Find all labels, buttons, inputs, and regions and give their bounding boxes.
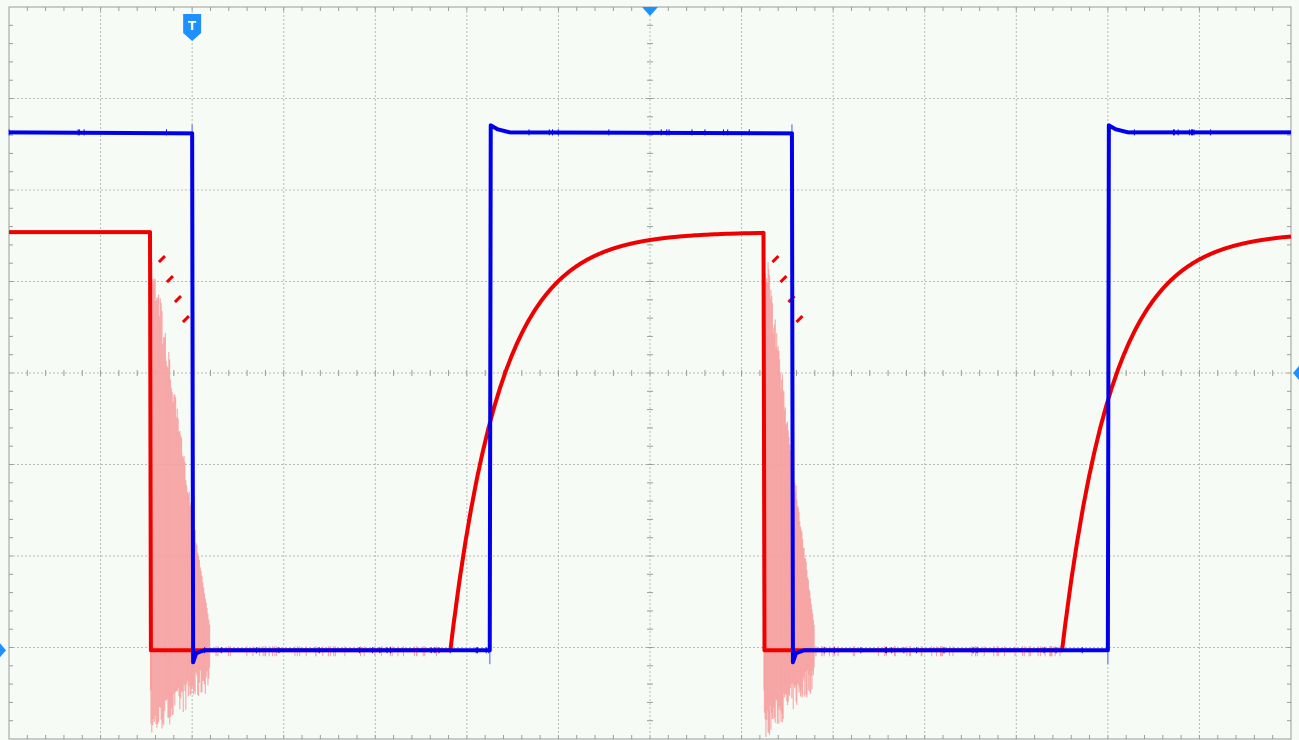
channel-2-spike <box>181 315 190 324</box>
channel-2-spike <box>795 315 804 324</box>
trigger-level-marker[interactable] <box>1293 366 1299 380</box>
channel-2-spike <box>165 275 174 284</box>
trigger-position-marker[interactable]: T <box>183 14 202 41</box>
channel-2-spike <box>157 255 166 264</box>
channel-2-spike <box>779 275 788 284</box>
horizontal-center-marker <box>642 7 658 16</box>
channel-2-spike <box>173 295 182 304</box>
channel-1-trace <box>8 123 1291 665</box>
channel-ground-marker[interactable] <box>0 643 6 658</box>
scope-markers: T <box>0 7 1299 658</box>
trigger-marker-label: T <box>188 19 197 33</box>
channel-2-spike <box>771 255 780 264</box>
